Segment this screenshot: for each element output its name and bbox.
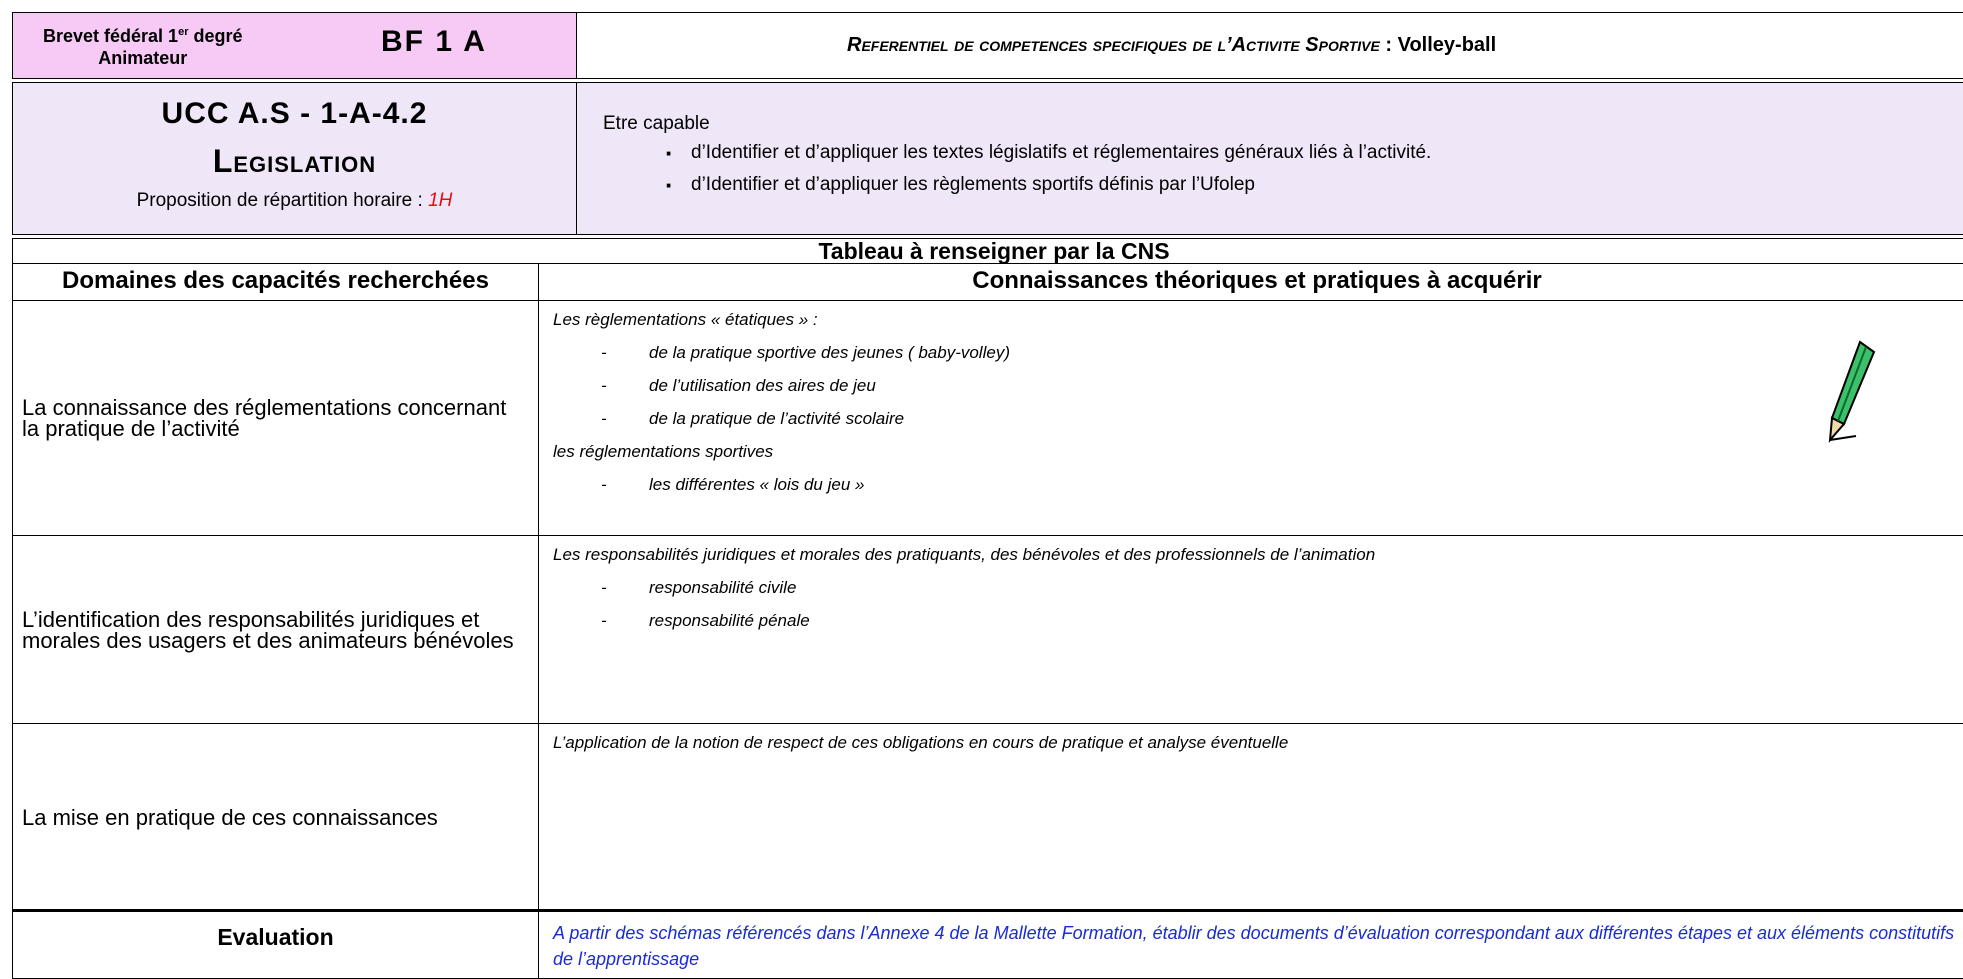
content-cell: Les règlementations « étatiques » : de la… <box>538 300 1963 536</box>
content-item: de la pratique de l’activité scolaire <box>553 402 1963 435</box>
code: BF 1 A <box>381 25 487 58</box>
objective: d’Identifier et d’appliquer les textes l… <box>603 137 1963 169</box>
referential: Referentiel de competences specifiques d… <box>847 34 1380 56</box>
content-cell: L’application de la notion de respect de… <box>538 723 1963 911</box>
domain-cell: L’identification des responsabilités jur… <box>12 535 539 724</box>
content-heading: les réglementations sportives <box>553 442 774 461</box>
domain: L’identification des responsabilités jur… <box>22 606 514 653</box>
content-cell: Les responsabilités juridiques et morale… <box>538 535 1963 724</box>
domain: La connaissance des réglementations conc… <box>22 395 507 441</box>
domain: La mise en pratique de ces connaissances <box>22 804 438 830</box>
hours-value: 1H <box>428 190 453 211</box>
content-item: de la pratique sportive des jeunes ( bab… <box>553 336 1963 369</box>
content-item: responsabilité pénale <box>553 604 1963 637</box>
domain-cell: La mise en pratique de ces connaissances <box>12 723 539 911</box>
column-header: Domaines des capacités recherchées <box>12 263 539 301</box>
evaluation-label: Evaluation <box>12 909 539 979</box>
level-text: degré <box>188 26 243 46</box>
content-item: de l’utilisation des aires de jeu <box>553 369 1963 402</box>
objective: d’Identifier et d’appliquer les règlemen… <box>603 169 1963 201</box>
unit-code: UCC A.S - 1-A-4.2 <box>161 97 428 130</box>
objectives-cell: Etre capable d’Identifier et d’appliquer… <box>576 82 1963 235</box>
hours-label: Proposition de répartition horaire : <box>136 190 429 211</box>
role: Animateur <box>98 48 188 68</box>
referential-cell: Referentiel de competences specifiques d… <box>576 12 1963 79</box>
level-cell: Brevet fédéral 1er degré Animateur BF 1 … <box>12 12 577 79</box>
evaluation-text: A partir des schémas référencés dans l’A… <box>538 909 1963 979</box>
column-header: Connaissances théoriques et pratiques à … <box>538 263 1963 301</box>
unit-title: Legislation <box>212 143 377 179</box>
intro: Etre capable <box>603 113 710 134</box>
content-heading: L’application de la notion de respect de… <box>553 733 1289 752</box>
level-sup: er <box>178 26 189 38</box>
unit-cell: UCC A.S - 1-A-4.2 Legislation Propositio… <box>12 82 577 235</box>
pencil-icon <box>1828 340 1876 443</box>
content-heading: Les règlementations « étatiques » : <box>553 310 818 329</box>
level-text: Brevet fédéral 1 <box>43 26 179 46</box>
sport: : Volley-ball <box>1385 34 1497 56</box>
level: Brevet fédéral 1er degré Animateur <box>43 21 243 69</box>
content-heading: Les responsabilités juridiques et morale… <box>553 545 1376 564</box>
content-item: responsabilité civile <box>553 571 1963 604</box>
caption: Tableau à renseigner par la CNS <box>12 238 1963 264</box>
domain-cell: La connaissance des réglementations conc… <box>12 300 539 536</box>
hours: Proposition de répartition horaire : 1H <box>13 190 576 212</box>
content-item: les différentes « lois du jeu » <box>553 468 1963 501</box>
